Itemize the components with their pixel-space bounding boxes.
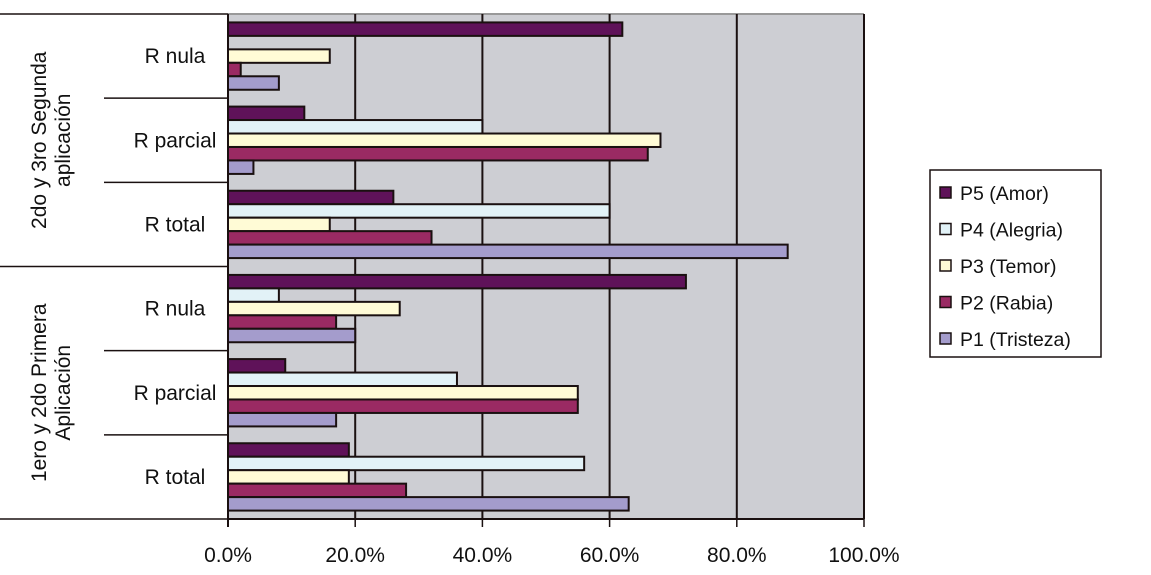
bar-p1: [227, 159, 255, 175]
x-tick-label: 20.0%: [325, 544, 385, 567]
bar-p4: [227, 119, 484, 135]
bar-p3: [227, 385, 579, 401]
bar-p5: [227, 358, 287, 374]
category-label: R total: [145, 213, 206, 236]
x-tick-label: 60.0%: [580, 544, 640, 567]
legend-label: P3 (Temor): [960, 256, 1056, 278]
category-label: R parcial: [134, 382, 217, 405]
bar-p2: [227, 145, 649, 162]
category-label: R parcial: [134, 129, 217, 152]
bar-p4: [227, 203, 611, 219]
bar-p2: [227, 61, 242, 78]
bar-p5: [227, 105, 306, 122]
bar-p5: [227, 442, 350, 458]
bar-p1: [227, 243, 789, 260]
plot-area: [228, 14, 864, 519]
legend-label: P1 (Tristeza): [960, 329, 1071, 351]
category-label: R nula: [145, 298, 206, 321]
bar-p5: [227, 21, 624, 37]
bar-p3: [227, 132, 662, 148]
category-label: R nula: [145, 45, 206, 68]
group-label: 1ero y 2do PrimeraAplicación: [28, 303, 75, 482]
bar-p1: [227, 496, 630, 512]
x-tick-label: 100.0%: [828, 544, 899, 567]
legend-label: P2 (Rabia): [960, 293, 1053, 315]
legend-label: P4 (Alegria): [960, 220, 1063, 242]
bar-p4: [227, 287, 280, 303]
x-tick-label: 80.0%: [707, 544, 767, 567]
bar-p4: [227, 455, 586, 472]
legend-swatch: [939, 332, 952, 345]
legend: P5 (Amor) P4 (Alegria) P3 (Temor) P2 (Rabia…: [929, 169, 1102, 358]
bar-p2: [227, 482, 408, 499]
x-tick-label: 40.0%: [453, 544, 513, 567]
bar-p3: [227, 216, 331, 233]
legend-swatch: [939, 222, 952, 236]
bar-p1: [227, 327, 357, 344]
legend-label: P5 (Amor): [960, 183, 1049, 205]
bar-p4: [227, 371, 458, 388]
bar-p2: [227, 230, 433, 246]
group-label: 2do y 3ro Segundaaplicación: [28, 51, 75, 229]
legend-swatch: [939, 186, 952, 199]
bar-p2: [227, 314, 338, 330]
bar-p3: [227, 300, 401, 317]
bar-p5: [227, 189, 395, 206]
bar-p3: [227, 48, 331, 64]
x-tick-label: 0.0%: [204, 544, 252, 567]
legend-swatch: [939, 259, 952, 272]
bar-p3: [227, 469, 350, 485]
legend-swatch: [939, 295, 952, 309]
bar-p1: [227, 411, 338, 428]
bar-p1: [227, 75, 280, 91]
bar-p2: [227, 398, 579, 414]
category-label: R total: [145, 466, 206, 489]
bar-p5: [227, 273, 687, 290]
legend-box: [929, 169, 1102, 358]
